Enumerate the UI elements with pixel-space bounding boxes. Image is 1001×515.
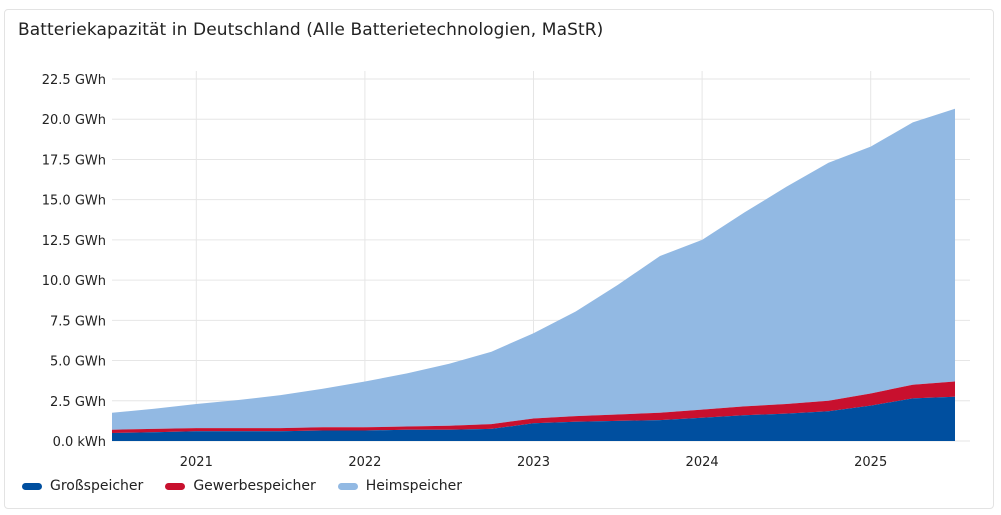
y-tick-label: 15.0 GWh xyxy=(42,194,106,209)
legend-item-großspeicher[interactable]: Großspeicher xyxy=(22,478,143,494)
legend-swatch xyxy=(22,482,42,490)
y-axis: 0.0 kWh 2.5 GWh 5.0 GWh 7.5 GWh 10.0 GWh 12.5… xyxy=(42,73,106,450)
legend-swatch xyxy=(337,482,358,490)
x-axis: 2021 2022 2023 2024 2025 xyxy=(180,455,887,470)
y-tick-label: 0.0 kWh xyxy=(53,435,106,450)
y-tick-label: 17.5 GWh xyxy=(42,153,106,168)
area-series xyxy=(112,108,955,441)
y-tick-label: 20.0 GWh xyxy=(42,113,106,128)
area-großspeicher[interactable] xyxy=(112,396,955,441)
legend: Großspeicher Gewerbespeicher Heimspeicher xyxy=(22,478,462,494)
legend-label: Großspeicher xyxy=(50,478,144,494)
x-tick-label: 2023 xyxy=(517,455,550,470)
area-gewerbespeicher[interactable] xyxy=(112,381,955,434)
y-tick-label: 7.5 GWh xyxy=(50,314,106,329)
legend-label: Gewerbespeicher xyxy=(193,478,316,494)
legend-item-gewerbespeicher[interactable]: Gewerbespeicher xyxy=(165,478,316,494)
area-heimspeicher[interactable] xyxy=(112,108,955,430)
x-tick-label: 2021 xyxy=(180,455,213,470)
x-tick-label: 2024 xyxy=(686,455,719,470)
y-tick-label: 12.5 GWh xyxy=(42,234,106,249)
legend-item-heimspeicher[interactable]: Heimspeicher xyxy=(337,478,463,494)
y-tick-label: 22.5 GWh xyxy=(42,73,106,88)
legend-swatch xyxy=(165,482,186,490)
y-tick-label: 2.5 GWh xyxy=(50,395,106,410)
y-tick-label: 5.0 GWh xyxy=(50,355,106,370)
x-tick-label: 2025 xyxy=(854,455,887,470)
x-tick-label: 2022 xyxy=(348,455,381,470)
legend-label: Heimspeicher xyxy=(365,478,463,494)
y-tick-label: 10.0 GWh xyxy=(42,274,106,289)
chart-title: Batteriekapazität in Deutschland (Alle B… xyxy=(18,20,604,40)
